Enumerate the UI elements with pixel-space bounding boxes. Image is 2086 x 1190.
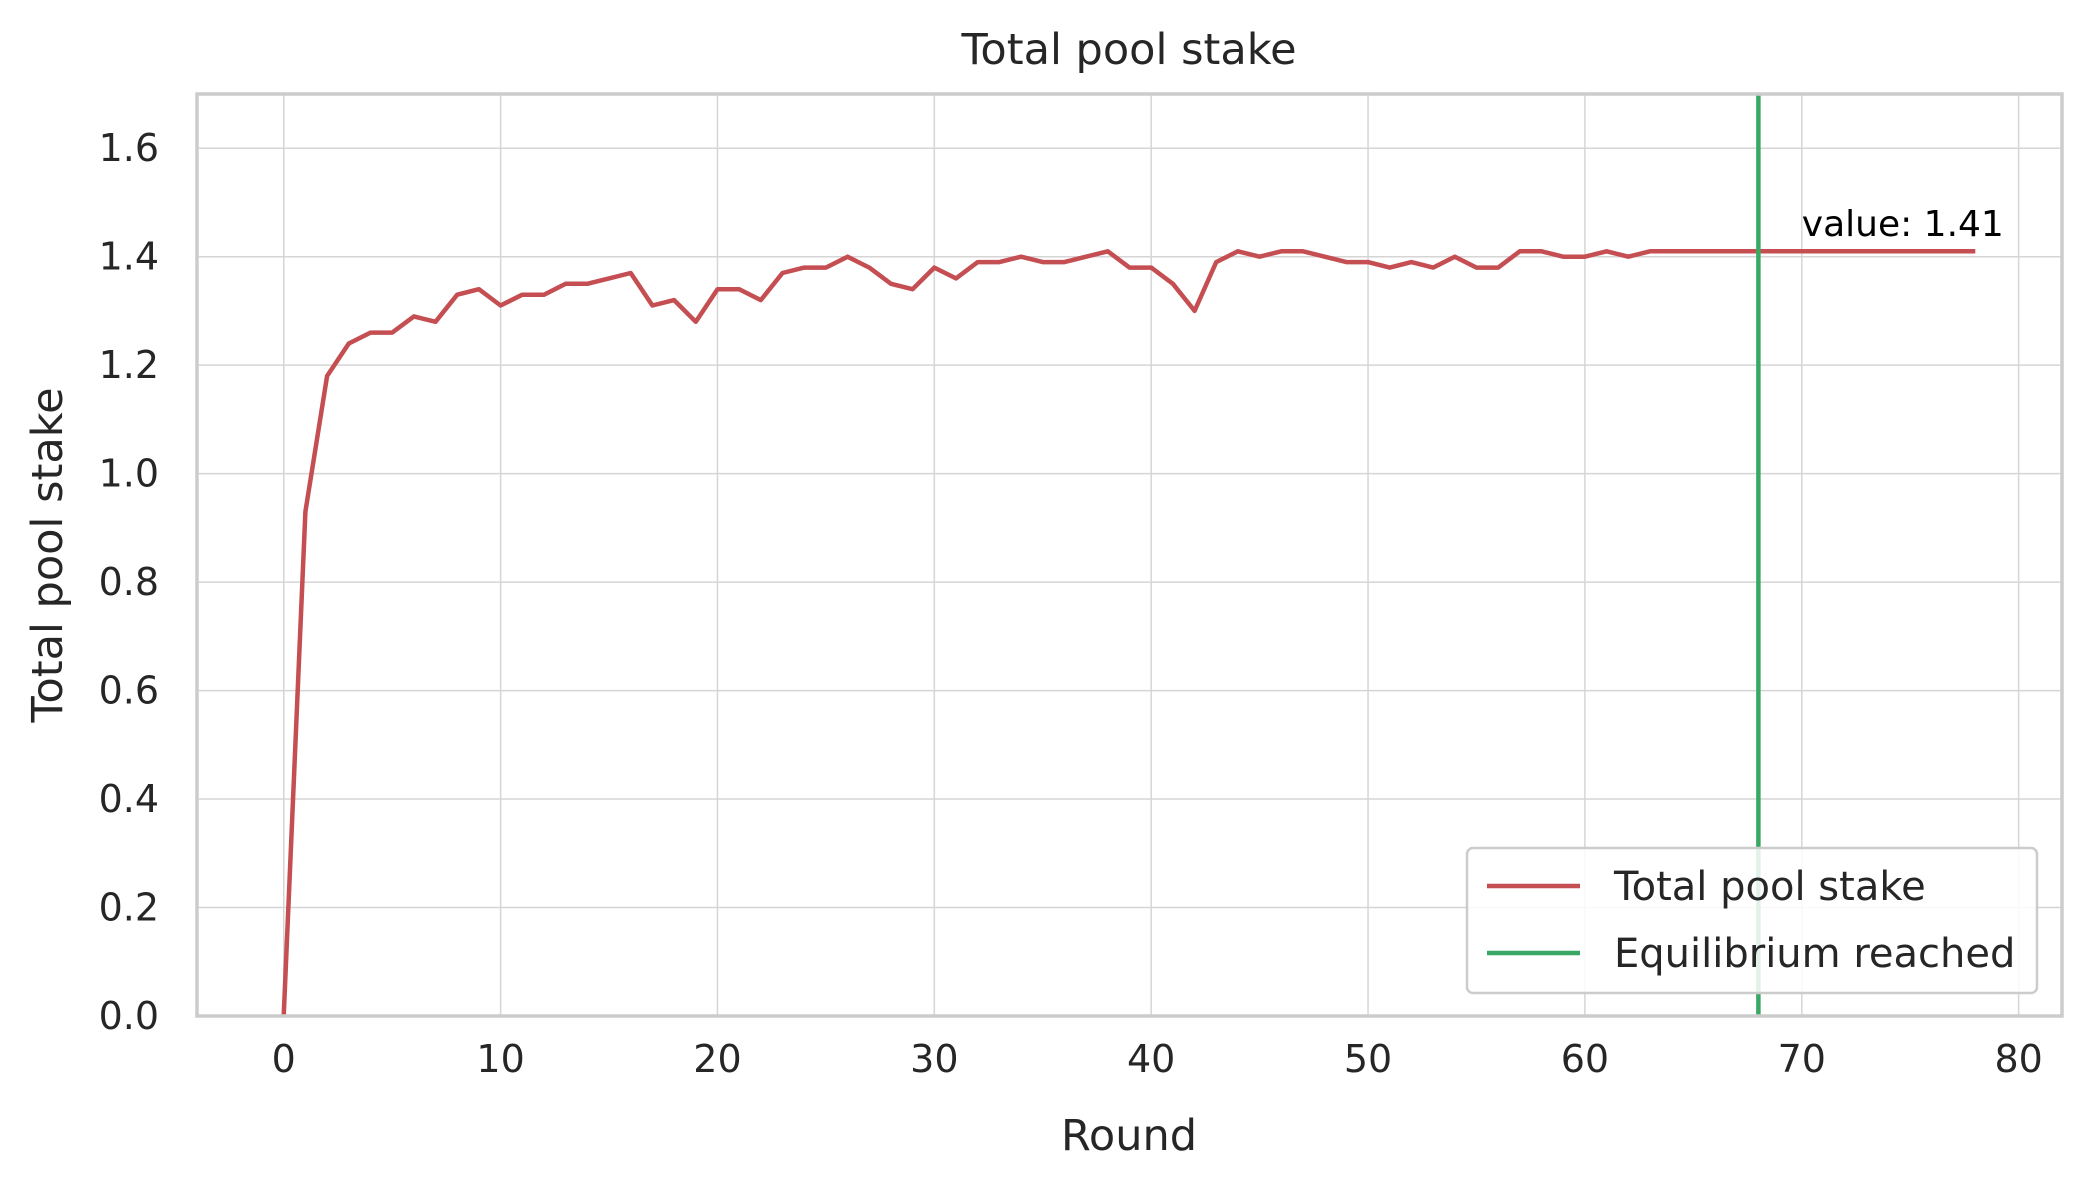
y-tick-label: 0.6: [99, 669, 159, 713]
y-tick-label: 1.2: [99, 343, 159, 387]
y-tick-label: 0.8: [99, 560, 159, 604]
plot-frame: [195, 92, 2064, 1018]
y-tick-labels: 0.0 0.2 0.4 0.6 0.8 1.0 1.2 1.4 1.6: [99, 126, 159, 1038]
legend: Total pool stake Equilibrium reached: [1465, 846, 2039, 995]
y-tick-label: 1.4: [99, 235, 159, 279]
y-tick-label: 0.2: [99, 886, 159, 930]
x-tick-label: 0: [272, 1037, 296, 1081]
grid-lines: [197, 94, 2062, 1017]
x-tick-labels: 0 10 20 30 40 50 60 70 80: [272, 1037, 2043, 1081]
y-tick-label: 1.0: [99, 452, 159, 496]
x-tick-label: 50: [1344, 1037, 1392, 1081]
x-axis-label: Round: [1061, 1111, 1197, 1161]
y-tick-label: 0.0: [99, 994, 159, 1038]
legend-label-total-pool-stake: Total pool stake: [1613, 864, 1926, 910]
x-tick-label: 20: [693, 1037, 741, 1081]
legend-label-equilibrium-reached: Equilibrium reached: [1614, 931, 2015, 977]
y-axis-label: Total pool stake: [23, 387, 73, 723]
chart-title: Total pool stake: [960, 25, 1296, 75]
x-tick-label: 60: [1561, 1037, 1609, 1081]
series-line-total-pool-stake: [281, 249, 1976, 1017]
value-annotation: value: 1.41: [1802, 204, 2004, 245]
y-tick-label: 1.6: [99, 126, 159, 170]
x-tick-label: 70: [1778, 1037, 1826, 1081]
x-tick-label: 80: [1994, 1037, 2042, 1081]
x-tick-label: 40: [1127, 1037, 1175, 1081]
legend-box: [1465, 846, 2039, 995]
x-tick-label: 10: [476, 1037, 524, 1081]
y-tick-label: 0.4: [99, 777, 159, 821]
x-tick-label: 30: [910, 1037, 958, 1081]
